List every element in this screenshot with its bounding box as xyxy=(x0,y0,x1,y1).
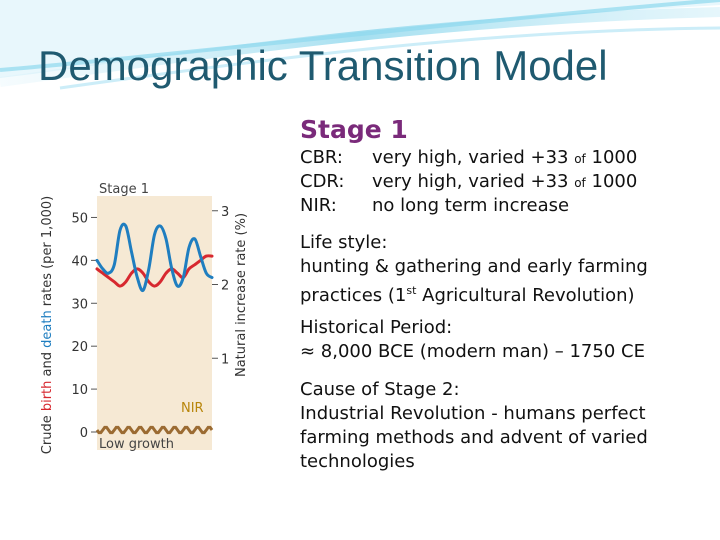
life-style-line-1: hunting & gathering and early farming xyxy=(300,256,648,277)
left-tick-label: 50 xyxy=(71,211,88,226)
nir-wave xyxy=(95,425,214,435)
historical-line-1: ≈ 8,000 BCE (modern man) – 1750 CE xyxy=(300,341,645,362)
cdr-value: very high, varied +33 of 1000 xyxy=(372,170,637,195)
stage-heading: Stage 1 xyxy=(300,115,408,144)
chart-panel-label: Stage 1 xyxy=(99,182,149,197)
nir-value: no long term increase xyxy=(372,195,570,216)
left-axis-title-birth: birth xyxy=(40,381,55,412)
cdr-of: of xyxy=(574,176,586,190)
cdr-label: CDR: xyxy=(300,171,345,192)
life-style-heading: Life style: xyxy=(300,232,388,253)
stage-1-chart: Stage 1 Low growth Crude birth and death… xyxy=(35,170,255,475)
cause-line-3: technologies xyxy=(300,451,415,472)
nir-label: NIR xyxy=(181,401,204,416)
death-rate-line xyxy=(95,222,214,293)
left-tick-label: 10 xyxy=(71,383,88,398)
left-tick-label: 30 xyxy=(71,297,88,312)
cdr-per: 1000 xyxy=(591,171,638,192)
chart-right-axis-title: Natural increase rate (%) xyxy=(234,213,249,377)
left-tick-label: 40 xyxy=(71,254,88,269)
cbr-per: 1000 xyxy=(591,147,638,168)
cbr-of: of xyxy=(574,152,586,166)
cause-line-2: farming methods and advent of varied xyxy=(300,427,648,448)
left-axis-title-part-1: Crude xyxy=(40,411,55,454)
cbr-label: CBR: xyxy=(300,147,343,168)
life-style-line-2-pre: practices (1 xyxy=(300,285,407,306)
left-axis-title-death: death xyxy=(40,310,55,348)
decorative-banner xyxy=(0,0,720,90)
right-tick-label: 2 xyxy=(221,279,229,294)
chart-bottom-label: Low growth xyxy=(99,437,174,452)
life-style-line-2: practices (1st Agricultural Revolution) xyxy=(300,279,635,308)
slide-title: Demographic Transition Model xyxy=(38,42,608,89)
left-tick-label: 20 xyxy=(71,340,88,355)
historical-heading: Historical Period: xyxy=(300,317,453,338)
birth-rate-line xyxy=(95,254,214,288)
life-style-line-2-post: Agricultural Revolution) xyxy=(416,285,635,306)
cbr-value: very high, varied +33 of 1000 xyxy=(372,146,637,171)
cause-line-1: Industrial Revolution - humans perfect xyxy=(300,403,646,424)
right-axis-ticks: 1 2 3 xyxy=(212,205,229,367)
chart-left-axis-title: Crude birth and death rates (per 1,000) xyxy=(40,196,55,454)
nir-label: NIR: xyxy=(300,195,337,216)
left-axis-ticks: 0 10 20 30 40 50 xyxy=(71,211,97,441)
left-axis-title-part-5: rates (per 1,000) xyxy=(40,196,55,311)
left-tick-label: 0 xyxy=(80,426,88,441)
right-tick-label: 3 xyxy=(221,205,229,220)
right-tick-label: 1 xyxy=(221,352,229,367)
cbr-value-text: very high, varied +33 xyxy=(372,147,569,168)
series-lines xyxy=(95,222,214,293)
left-axis-title-part-3: and xyxy=(40,348,55,381)
life-style-superscript: st xyxy=(406,284,417,297)
cause-heading: Cause of Stage 2: xyxy=(300,379,460,400)
cdr-value-text: very high, varied +33 xyxy=(372,171,569,192)
